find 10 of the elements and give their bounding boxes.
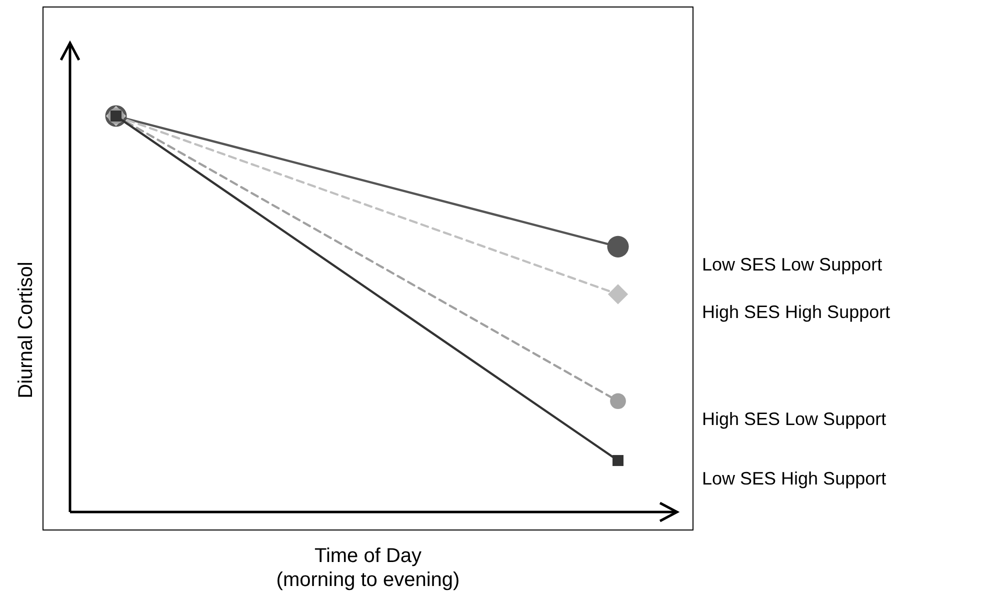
point xyxy=(607,236,629,258)
x-axis-title: Time of Day (morning to evening) xyxy=(276,545,460,591)
text: High SES High Support xyxy=(702,302,890,322)
point xyxy=(608,284,628,304)
point xyxy=(612,455,624,466)
point xyxy=(610,393,626,410)
text: High SES Low Support xyxy=(702,409,886,430)
text: Low SES High Support xyxy=(702,468,886,489)
y-axis-title: Diurnal Cortisol xyxy=(15,262,37,398)
text: Low SES Low Support xyxy=(702,254,882,275)
